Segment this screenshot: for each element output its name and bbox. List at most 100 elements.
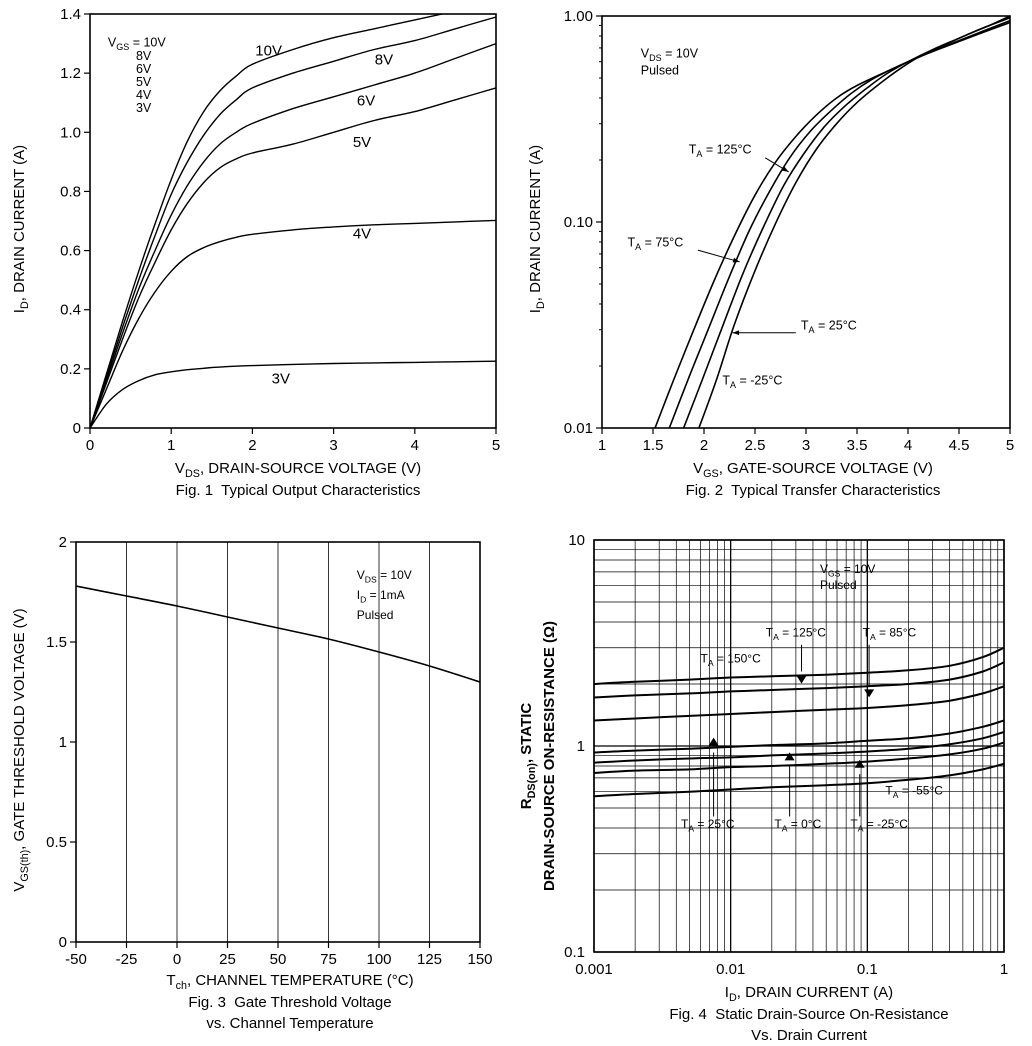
svg-text:1.4: 1.4	[60, 6, 81, 23]
svg-text:0.01: 0.01	[564, 420, 593, 437]
svg-text:1: 1	[167, 437, 175, 454]
svg-text:0: 0	[59, 934, 67, 951]
svg-text:0.5: 0.5	[46, 834, 67, 851]
fig3-y-axis-title: VGS(th), GATE THRESHOLD VOLTAGE (V)	[10, 608, 31, 892]
svg-text:2: 2	[59, 534, 67, 551]
svg-text:5V: 5V	[136, 75, 152, 89]
svg-text:5: 5	[1006, 437, 1014, 454]
svg-text:4: 4	[904, 437, 912, 454]
svg-text:Pulsed: Pulsed	[641, 63, 679, 77]
fig4-caption: Fig. 4 Static Drain-Source On-Resistance	[669, 1006, 949, 1023]
svg-text:10: 10	[568, 532, 585, 549]
svg-text:3.5: 3.5	[847, 437, 868, 454]
svg-text:TA = -25°C: TA = -25°C	[850, 817, 908, 834]
svg-text:3V: 3V	[136, 101, 152, 115]
svg-text:1.2: 1.2	[60, 65, 81, 82]
svg-text:125: 125	[417, 951, 442, 968]
svg-text:10V: 10V	[255, 42, 282, 59]
svg-text:Pulsed: Pulsed	[820, 578, 857, 592]
svg-text:1.00: 1.00	[564, 8, 593, 25]
svg-text:1.0: 1.0	[60, 124, 81, 141]
svg-text:1: 1	[1000, 961, 1008, 978]
svg-text:TA = 75°C: TA = 75°C	[628, 236, 684, 253]
svg-text:TA = -25°C: TA = -25°C	[722, 373, 782, 390]
figure-4: RDS(on), STATIC DRAIN-SOURCE ON-RESISTANC…	[516, 516, 1032, 1045]
svg-text:4: 4	[411, 437, 419, 454]
svg-text:1.5: 1.5	[643, 437, 664, 454]
svg-text:2.5: 2.5	[745, 437, 766, 454]
fig1-chart: 0 1 2 3 4 5 0 0.2 0.4 0.6 0.8 1.0 1.2 1.4 VGS = 10V 8V 6…	[60, 6, 500, 454]
svg-text:8V: 8V	[375, 51, 393, 68]
svg-text:0.10: 0.10	[564, 214, 593, 231]
fig3-chart: -50 -25 0 25 50 75 100 125 150 0 0.5 1 1.5 2 VDS = 10V…	[46, 534, 492, 968]
svg-text:0.01: 0.01	[716, 961, 745, 978]
svg-text:VDS = 10V: VDS = 10V	[357, 568, 412, 585]
fig1-y-axis-title: ID, DRAIN CURRENT (A)	[10, 144, 31, 314]
fig3-plot-column: -50 -25 0 25 50 75 100 125 150 0 0.5 1 1.5 2 VDS = 10V…	[40, 530, 516, 1034]
fig3-x-axis-title: Tch, CHANNEL TEMPERATURE (°C)	[166, 972, 414, 992]
svg-text:TA = 25°C: TA = 25°C	[801, 319, 857, 336]
svg-text:6V: 6V	[136, 62, 152, 76]
svg-text:0.1: 0.1	[857, 961, 878, 978]
svg-text:VDS = 10V: VDS = 10V	[641, 46, 699, 63]
svg-text:1: 1	[577, 738, 585, 755]
svg-text:ID = 1mA: ID = 1mA	[357, 588, 405, 605]
svg-text:1.5: 1.5	[46, 634, 67, 651]
fig1-labels-below: VDS, DRAIN-SOURCE VOLTAGE (V) Fig. 1 Typ…	[40, 458, 516, 501]
svg-text:4V: 4V	[136, 88, 152, 102]
svg-text:VGS = 10V: VGS = 10V	[820, 562, 875, 579]
svg-text:2: 2	[700, 437, 708, 454]
svg-text:TA = 0°C: TA = 0°C	[774, 817, 821, 834]
fig3-labels-below: Tch, CHANNEL TEMPERATURE (°C) Fig. 3 Gat…	[40, 970, 516, 1034]
svg-text:0: 0	[86, 437, 94, 454]
svg-text:0.2: 0.2	[60, 361, 81, 378]
svg-text:0.1: 0.1	[564, 944, 585, 961]
fig3-caption: Fig. 3 Gate Threshold Voltage	[188, 994, 392, 1011]
svg-text:1: 1	[598, 437, 606, 454]
svg-text:100: 100	[366, 951, 391, 968]
figure-3: VGS(th), GATE THRESHOLD VOLTAGE (V) -50-…	[0, 516, 516, 1045]
svg-text:150: 150	[467, 951, 492, 968]
svg-text:0.6: 0.6	[60, 243, 81, 260]
fig4-x-axis-title: ID, DRAIN CURRENT (A)	[724, 984, 894, 1004]
svg-text:0.8: 0.8	[60, 183, 81, 200]
fig4-plot-column: 0.001 0.01 0.1 1 0.1 1 10 VGS = 10V Pulsed TA = 1…	[556, 530, 1032, 1046]
fig4-labels-below: ID, DRAIN CURRENT (A) Fig. 4 Static Drai…	[556, 982, 1032, 1046]
svg-text:5V: 5V	[353, 134, 371, 151]
svg-text:0.4: 0.4	[60, 302, 81, 319]
fig1-x-axis-title: VDS, DRAIN-SOURCE VOLTAGE (V)	[174, 460, 422, 480]
svg-text:TA = -55°C: TA = -55°C	[885, 784, 943, 801]
svg-text:0.001: 0.001	[575, 961, 613, 978]
svg-text:2: 2	[248, 437, 256, 454]
fig1-caption: Fig. 1 Typical Output Characteristics	[175, 482, 421, 499]
svg-text:3V: 3V	[272, 371, 290, 388]
fig2-x-axis-title: VGS, GATE-SOURCE VOLTAGE (V)	[693, 460, 933, 480]
fig2-plot-column: 1 1.5 2 2.5 3 3.5 4 4.5 5 0.01 0.10 1.00 VDS = 10V Pu…	[556, 0, 1032, 501]
svg-text:TA = 125°C: TA = 125°C	[766, 626, 827, 643]
svg-text:TA = 125°C: TA = 125°C	[689, 143, 752, 160]
svg-text:0: 0	[173, 951, 181, 968]
svg-text:0: 0	[73, 420, 81, 437]
svg-text:6V: 6V	[357, 93, 375, 110]
fig1-plot-column: 0 1 2 3 4 5 0 0.2 0.4 0.6 0.8 1.0 1.2 1.4 VGS = 10V 8V 6…	[40, 0, 516, 501]
figure-2: ID, DRAIN CURRENT (A) 1 1.5 2 2.5 3 3.5 4 4.5 5 0…	[516, 0, 1032, 516]
svg-text:TA = 150°C: TA = 150°C	[701, 651, 762, 668]
fig3-caption-line2: vs. Channel Temperature	[206, 1015, 374, 1032]
fig4-caption-line2: Vs. Drain Current	[751, 1027, 867, 1044]
svg-text:3: 3	[802, 437, 810, 454]
svg-text:3: 3	[329, 437, 337, 454]
svg-text:25: 25	[219, 951, 236, 968]
fig2-chart: 1 1.5 2 2.5 3 3.5 4 4.5 5 0.01 0.10 1.00 VDS = 10VPu…	[564, 8, 1014, 454]
svg-text:Pulsed: Pulsed	[357, 608, 394, 622]
svg-text:TA = 25°C: TA = 25°C	[681, 817, 735, 834]
svg-text:50: 50	[270, 951, 287, 968]
svg-text:4V: 4V	[353, 226, 371, 243]
svg-text:5: 5	[492, 437, 500, 454]
svg-text:-50: -50	[65, 951, 87, 968]
svg-text:1: 1	[59, 734, 67, 751]
svg-text:VGS = 10V: VGS = 10V	[108, 36, 167, 53]
svg-text:TA = 85°C: TA = 85°C	[863, 626, 917, 643]
figure-1: ID, DRAIN CURRENT (A) 0 1 2 3 4 5 0 0.2 0.4 0.6 0.…	[0, 0, 516, 516]
svg-text:75: 75	[320, 951, 337, 968]
